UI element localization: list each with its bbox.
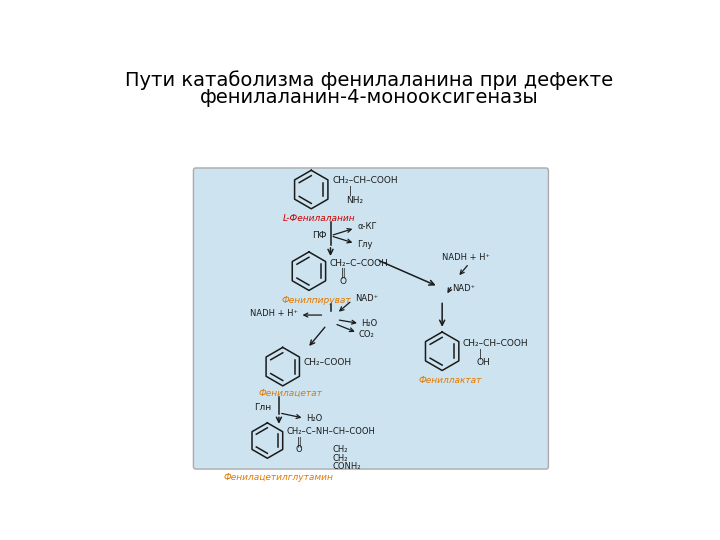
Text: |: | (479, 348, 482, 359)
Text: CH₂–CH–COOH: CH₂–CH–COOH (332, 176, 397, 185)
Text: CH₂: CH₂ (332, 454, 348, 463)
Text: O: O (339, 278, 346, 286)
Text: NADH + H⁺: NADH + H⁺ (442, 253, 490, 262)
Text: ПФ: ПФ (312, 231, 327, 240)
Text: NADH + H⁺: NADH + H⁺ (250, 309, 298, 318)
Text: Фениллактат: Фениллактат (418, 376, 482, 385)
Text: ‖: ‖ (297, 436, 302, 447)
Text: CO₂: CO₂ (359, 330, 374, 339)
Text: L-Фенилаланин: L-Фенилаланин (283, 214, 355, 224)
Text: |: | (349, 186, 352, 197)
Text: NAD⁺: NAD⁺ (452, 284, 475, 293)
Text: Фенилацетат: Фенилацетат (258, 389, 323, 398)
Text: H₂O: H₂O (361, 319, 377, 328)
Text: Пути катаболизма фенилаланина при дефекте: Пути катаболизма фенилаланина при дефект… (125, 70, 613, 90)
Text: NH₂: NH₂ (346, 196, 363, 205)
Text: α-КГ: α-КГ (357, 222, 377, 231)
Text: Фенилацетилглутамин: Фенилацетилглутамин (224, 473, 334, 482)
Text: CH₂–C–NH–CH–COOH: CH₂–C–NH–CH–COOH (287, 427, 376, 436)
Text: Глу: Глу (357, 240, 373, 249)
Text: NAD⁺: NAD⁺ (355, 294, 378, 302)
Text: CH₂–C–COOH: CH₂–C–COOH (330, 259, 389, 268)
Text: ‖: ‖ (341, 267, 346, 278)
Text: CONH₂: CONH₂ (332, 462, 361, 471)
Text: OH: OH (477, 359, 490, 367)
Text: фенилаланин-4-монооксигеназы: фенилаланин-4-монооксигеназы (199, 87, 539, 106)
Text: Глн: Глн (254, 403, 271, 412)
Text: H₂O: H₂O (306, 414, 322, 423)
Text: CH₂: CH₂ (332, 446, 348, 454)
Text: CH₂–CH–COOH: CH₂–CH–COOH (463, 339, 528, 348)
FancyBboxPatch shape (194, 168, 549, 469)
Text: CH₂–COOH: CH₂–COOH (304, 359, 351, 367)
Text: Фенилпируват: Фенилпируват (282, 296, 351, 305)
Text: O: O (296, 446, 302, 454)
